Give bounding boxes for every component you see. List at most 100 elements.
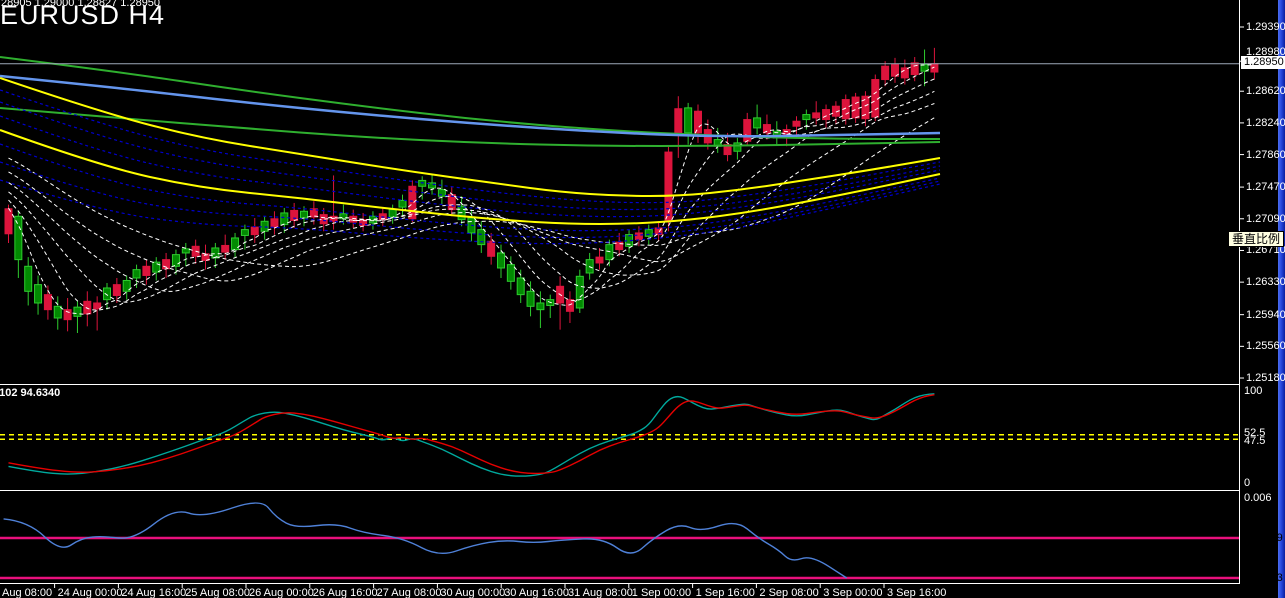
panel2-level-label: 0.00333 — [1243, 572, 1283, 584]
candle-body — [4, 208, 13, 235]
candle-body — [14, 215, 23, 261]
candle-body — [634, 232, 643, 241]
candle-body — [605, 244, 614, 261]
price-axis-label: 1.26330 — [1246, 276, 1285, 289]
candle-body — [516, 277, 525, 296]
candle-body — [300, 210, 308, 219]
candle-body — [221, 244, 230, 253]
candle-body — [408, 185, 417, 220]
candle-body — [477, 229, 486, 246]
panel1-label-0: 0 — [1244, 477, 1251, 489]
ma-cornflower — [0, 74, 941, 138]
price-axis-label: 1.27860 — [1246, 148, 1285, 161]
panel2-level-label: 0.00459 — [1243, 532, 1283, 544]
panel1-label-100: 100 — [1244, 385, 1263, 397]
candle-body — [349, 215, 358, 223]
candle-body — [73, 306, 82, 317]
vertical-scale-tooltip[interactable]: 垂直比例 — [1228, 231, 1285, 247]
candle-body — [447, 194, 456, 211]
price-axis-label: 1.26710 — [1246, 244, 1285, 257]
candle-body — [231, 237, 240, 251]
candle-body — [103, 287, 111, 301]
candle-body — [526, 290, 535, 307]
candle-body — [93, 302, 102, 310]
price-axis-label: 1.28240 — [1246, 116, 1285, 129]
candle-body — [723, 144, 732, 156]
candle-body — [487, 240, 496, 257]
candle-body — [43, 294, 52, 311]
candle-body — [428, 182, 437, 189]
candle-body — [664, 151, 673, 221]
candle-body — [694, 110, 702, 134]
candle-body — [24, 265, 33, 292]
candle-body — [753, 117, 762, 129]
ma-blue-5 — [0, 161, 941, 239]
candle-body — [615, 241, 624, 251]
time-axis-label: 30 Aug 00:00 — [440, 587, 506, 598]
candle-body — [388, 209, 397, 218]
price-axis-label: 1.27470 — [1246, 181, 1285, 194]
ma-blue-1 — [0, 89, 941, 204]
candle-body — [309, 208, 318, 218]
candle-body — [684, 107, 693, 134]
time-axis-label: 25 Aug 08:00 — [185, 587, 251, 598]
candle-body — [211, 247, 220, 259]
ma-white-4 — [8, 64, 935, 315]
candle-body — [122, 279, 131, 292]
ma-blue-4 — [0, 143, 941, 232]
time-axis-label: 3 Sep 00:00 — [823, 587, 883, 598]
candle-body — [260, 220, 269, 232]
price-axis-label-hidden: 1.28980 — [1246, 46, 1285, 58]
price-axis-label: 1.27090 — [1246, 212, 1285, 225]
candle-body — [792, 120, 801, 127]
candle-body — [900, 67, 909, 79]
candle-body — [142, 265, 151, 276]
ma-blue-6 — [0, 179, 941, 245]
panel1-label-lower: 47.5 — [1244, 435, 1266, 447]
candle-body — [181, 248, 190, 254]
candle-body — [674, 108, 683, 136]
candle-body — [762, 124, 771, 134]
candle-body — [891, 64, 899, 77]
time-axis-label: 30 Aug 16:00 — [504, 587, 570, 598]
candle-body — [240, 229, 249, 236]
panel2-volatility-blue — [3, 502, 848, 579]
candle-body — [290, 209, 299, 221]
panel1-label-upper: 52.5 — [1244, 427, 1266, 439]
candle-body — [250, 226, 259, 236]
candle-body — [34, 284, 43, 304]
candle-body — [851, 96, 860, 119]
candle-body — [871, 79, 880, 118]
time-axis-label: 26 Aug 00:00 — [249, 587, 314, 598]
ma-white-11 — [8, 78, 935, 303]
time-axis-label: 1 Sep 00:00 — [631, 587, 692, 598]
candle-body — [270, 218, 279, 228]
candle-body — [841, 99, 850, 120]
candle-body — [152, 261, 161, 273]
candle-body — [506, 264, 515, 282]
ma-yellow-1 — [0, 77, 941, 198]
price-axis-label: 1.25180 — [1246, 372, 1285, 385]
time-axis-label: 2 Sep 08:00 — [759, 587, 819, 598]
time-axis-label: Aug 08:00 — [2, 587, 53, 598]
price-axis-label: 1.28620 — [1246, 85, 1285, 98]
candle-body — [575, 275, 584, 309]
candle-body — [53, 305, 62, 319]
candle-body — [743, 119, 752, 142]
candle-body — [63, 309, 72, 321]
ma-white-30 — [8, 117, 935, 268]
price-axis-label: 1.25940 — [1246, 308, 1285, 321]
candle-body — [497, 252, 505, 269]
time-axis-label: 1 Sep 16:00 — [695, 587, 755, 598]
panel2-label-max: 0.006 — [1244, 492, 1272, 504]
ma-white-16 — [8, 90, 935, 292]
candle-body — [595, 256, 604, 264]
time-axis-label: 26 Aug 16:00 — [312, 587, 378, 598]
candle-body — [822, 109, 831, 121]
candle-body — [171, 254, 180, 267]
candle-body — [398, 199, 407, 208]
panel1-slow-red — [8, 393, 935, 475]
window-edge-scrollbar[interactable] — [1277, 0, 1285, 598]
